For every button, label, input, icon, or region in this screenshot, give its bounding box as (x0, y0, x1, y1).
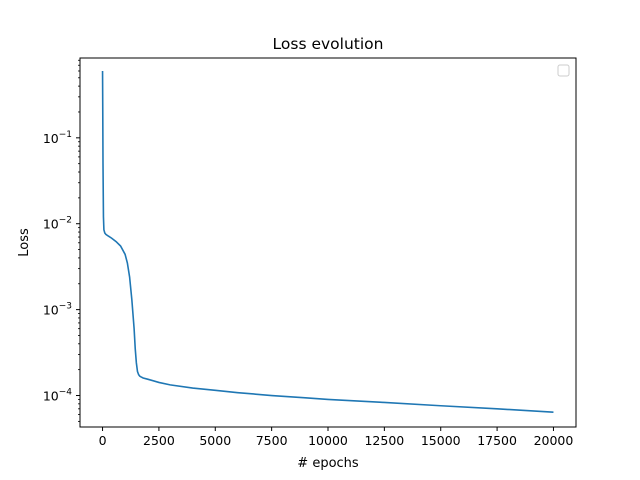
plot-area (80, 58, 576, 427)
legend-box (557, 64, 570, 77)
y-axis-label: Loss (17, 228, 32, 257)
x-tick-label: 10000 (308, 433, 348, 448)
y-tick-label: 10−1 (43, 130, 72, 146)
y-tick-label: 10−4 (43, 388, 72, 404)
x-tick-label: 15000 (421, 433, 461, 448)
chart-title: Loss evolution (273, 35, 384, 53)
x-tick-label: 12500 (364, 433, 404, 448)
x-tick-label: 7500 (256, 433, 288, 448)
x-tick-label: 5000 (199, 433, 231, 448)
plot-frame (79, 57, 577, 428)
x-tick-label: 17500 (477, 433, 517, 448)
y-tick-label: 10−2 (43, 216, 72, 232)
x-axis-label: # epochs (297, 456, 359, 471)
loss-line (101, 70, 554, 413)
x-tick-label: 0 (99, 433, 107, 448)
y-tick-label: 10−3 (43, 302, 72, 318)
y-axis-ticks: 10−4 10−3 10−2 10−1 (43, 130, 80, 404)
x-tick-label: 2500 (143, 433, 175, 448)
x-tick-label: 20000 (534, 433, 574, 448)
x-axis-ticks: 0 2500 5000 7500 10000 12500 15000 17500 20000 (99, 427, 574, 448)
